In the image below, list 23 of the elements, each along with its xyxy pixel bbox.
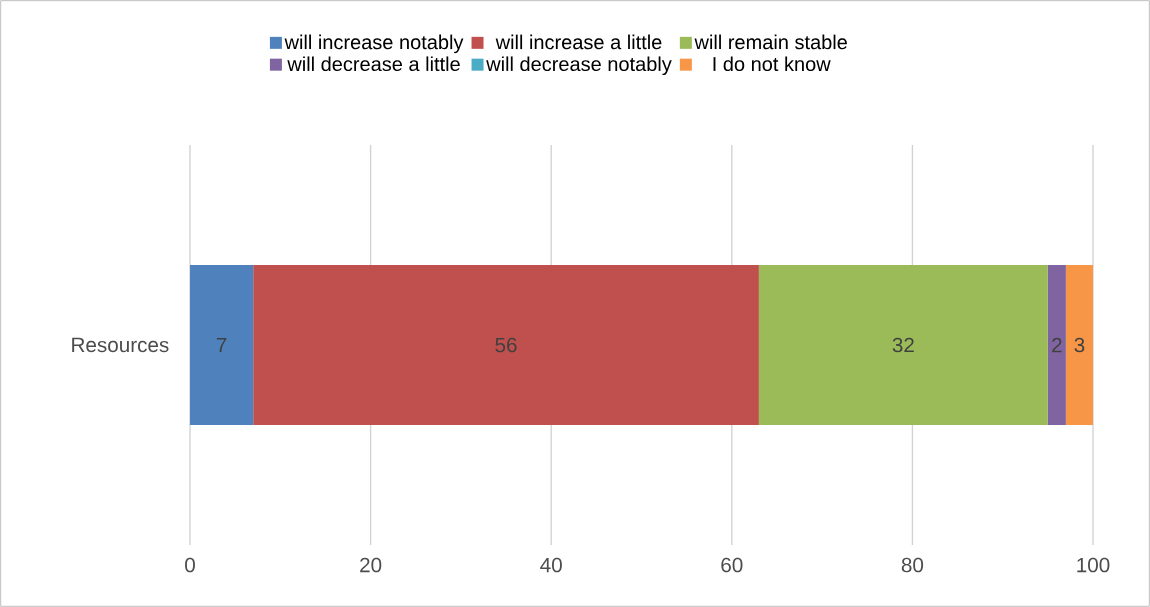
legend-label: will increase a little [495, 34, 662, 50]
legend-label: will decrease notably [486, 56, 672, 76]
data-label: 7 [216, 337, 227, 353]
x-tick-label: 60 [721, 557, 743, 573]
x-tick-label: 20 [360, 557, 382, 573]
bar [1065, 264, 1093, 425]
legend-label: I do not know [713, 56, 831, 72]
x-tick-label: 80 [901, 557, 924, 573]
x-tick-label: 40 [540, 557, 562, 573]
bar [758, 264, 1048, 425]
data-label: 32 [892, 337, 914, 353]
data-label: 56 [495, 337, 517, 353]
x-tick-label: 0 [185, 557, 195, 573]
legend-label: will remain stable [694, 34, 847, 50]
bar [190, 264, 254, 425]
legend-label: will increase notably [284, 34, 464, 54]
y-tick-label: Resources [72, 337, 169, 353]
x-tick-label: 100 [1077, 557, 1110, 573]
data-label: 2 [1052, 337, 1062, 353]
legend-label: will decrease a little [287, 56, 460, 72]
bar [253, 264, 759, 425]
data-label: 3 [1074, 337, 1085, 353]
bar [1047, 264, 1066, 425]
